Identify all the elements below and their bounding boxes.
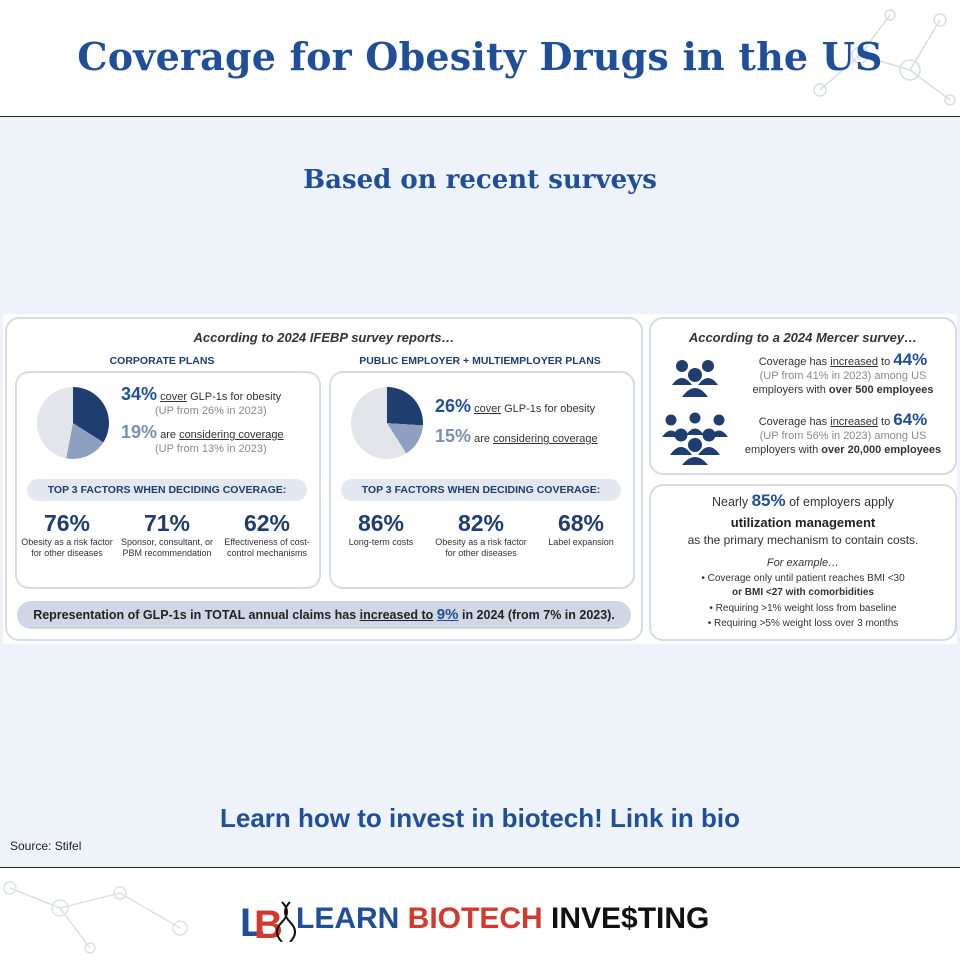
network-decoration bbox=[3, 881, 188, 954]
survey-infographic: According to 2024 IFEBP survey reports… … bbox=[3, 314, 957, 644]
header: Coverage for Obesity Drugs in the US bbox=[0, 0, 960, 117]
page-title: Coverage for Obesity Drugs in the US bbox=[77, 34, 883, 79]
public-coverage-pie bbox=[351, 387, 423, 459]
factor-item: 71% Sponsor, consultant, or PBM recommen… bbox=[120, 510, 214, 558]
factor-item: 82% Obesity as a risk factor for other d… bbox=[435, 510, 527, 558]
cta-text: Learn how to invest in biotech! Link in … bbox=[219, 803, 740, 833]
um-bullet: • Requiring >1% weight loss from baselin… bbox=[709, 603, 897, 614]
brand-logo: L B LEARN BIOTECH INVE$TING bbox=[240, 898, 709, 947]
source-note: Source: Stifel bbox=[10, 839, 82, 853]
factor-item: 76% Obesity as a risk factor for other d… bbox=[21, 510, 113, 558]
corporate-cover-stat: 34% cover GLP-1s for obesity (UP from 26… bbox=[121, 384, 282, 417]
mercer-panel: According to a 2024 Mercer survey… Cover… bbox=[649, 317, 957, 475]
um-bullet: • Requiring >5% weight loss over 3 month… bbox=[707, 618, 899, 629]
footer: L B LEARN BIOTECH INVE$TING bbox=[0, 867, 960, 961]
um-bullet: • Coverage only until patient reaches BM… bbox=[701, 573, 905, 584]
factor-item: 86% Long-term costs bbox=[348, 510, 414, 547]
corporate-factors-heading: TOP 3 FACTORS WHEN DECIDING COVERAGE: bbox=[27, 479, 307, 501]
public-consider-stat: 15% are considering coverage bbox=[435, 426, 598, 446]
public-factors-heading: TOP 3 FACTORS WHEN DECIDING COVERAGE: bbox=[341, 479, 621, 501]
lb-dna-logo-icon: L B bbox=[240, 901, 296, 947]
corporate-plans-card: 34% cover GLP-1s for obesity (UP from 26… bbox=[15, 371, 321, 589]
network-decoration bbox=[813, 9, 956, 106]
um-line3: as the primary mechanism to contain cost… bbox=[687, 533, 919, 547]
um-line2: utilization management bbox=[730, 515, 876, 530]
main-area: Based on recent surveys According to 202… bbox=[0, 117, 960, 867]
um-example: For example… bbox=[766, 557, 840, 569]
public-plans-card: 26% cover GLP-1s for obesity 15% are con… bbox=[329, 371, 635, 589]
public-heading: PUBLIC EMPLOYER + MULTIEMPLOYER PLANS bbox=[359, 355, 601, 367]
mercer-row-500: Coverage has increased to 44% (UP from 4… bbox=[752, 350, 934, 396]
corporate-coverage-pie bbox=[37, 387, 109, 459]
claims-banner: Representation of GLP-1s in TOTAL annual… bbox=[17, 601, 631, 629]
corporate-heading: CORPORATE PLANS bbox=[109, 355, 215, 367]
mercer-row-20000: Coverage has increased to 64% (UP from 5… bbox=[744, 410, 942, 456]
public-cover-stat: 26% cover GLP-1s for obesity bbox=[435, 396, 596, 416]
svg-text:L: L bbox=[240, 901, 264, 942]
large-people-group-icon bbox=[662, 412, 728, 465]
people-group-icon bbox=[672, 360, 718, 397]
um-bullet: or BMI <27 with comorbidities bbox=[732, 587, 874, 598]
ifebp-panel: According to 2024 IFEBP survey reports… … bbox=[5, 317, 643, 641]
ifebp-title: According to 2024 IFEBP survey reports… bbox=[193, 330, 455, 345]
factor-item: 62% Effectiveness of cost-control mechan… bbox=[224, 510, 310, 558]
mercer-title: According to a 2024 Mercer survey… bbox=[688, 330, 918, 345]
corporate-consider-stat: 19% are considering coverage (UP from 13… bbox=[121, 422, 284, 455]
svg-text:B: B bbox=[254, 903, 283, 942]
um-line1: Nearly 85% of employers apply bbox=[711, 491, 895, 510]
page-subtitle: Based on recent surveys bbox=[303, 165, 657, 195]
utilization-panel: Nearly 85% of employers apply utilizatio… bbox=[649, 484, 957, 641]
factor-item: 68% Label expansion bbox=[548, 510, 614, 547]
